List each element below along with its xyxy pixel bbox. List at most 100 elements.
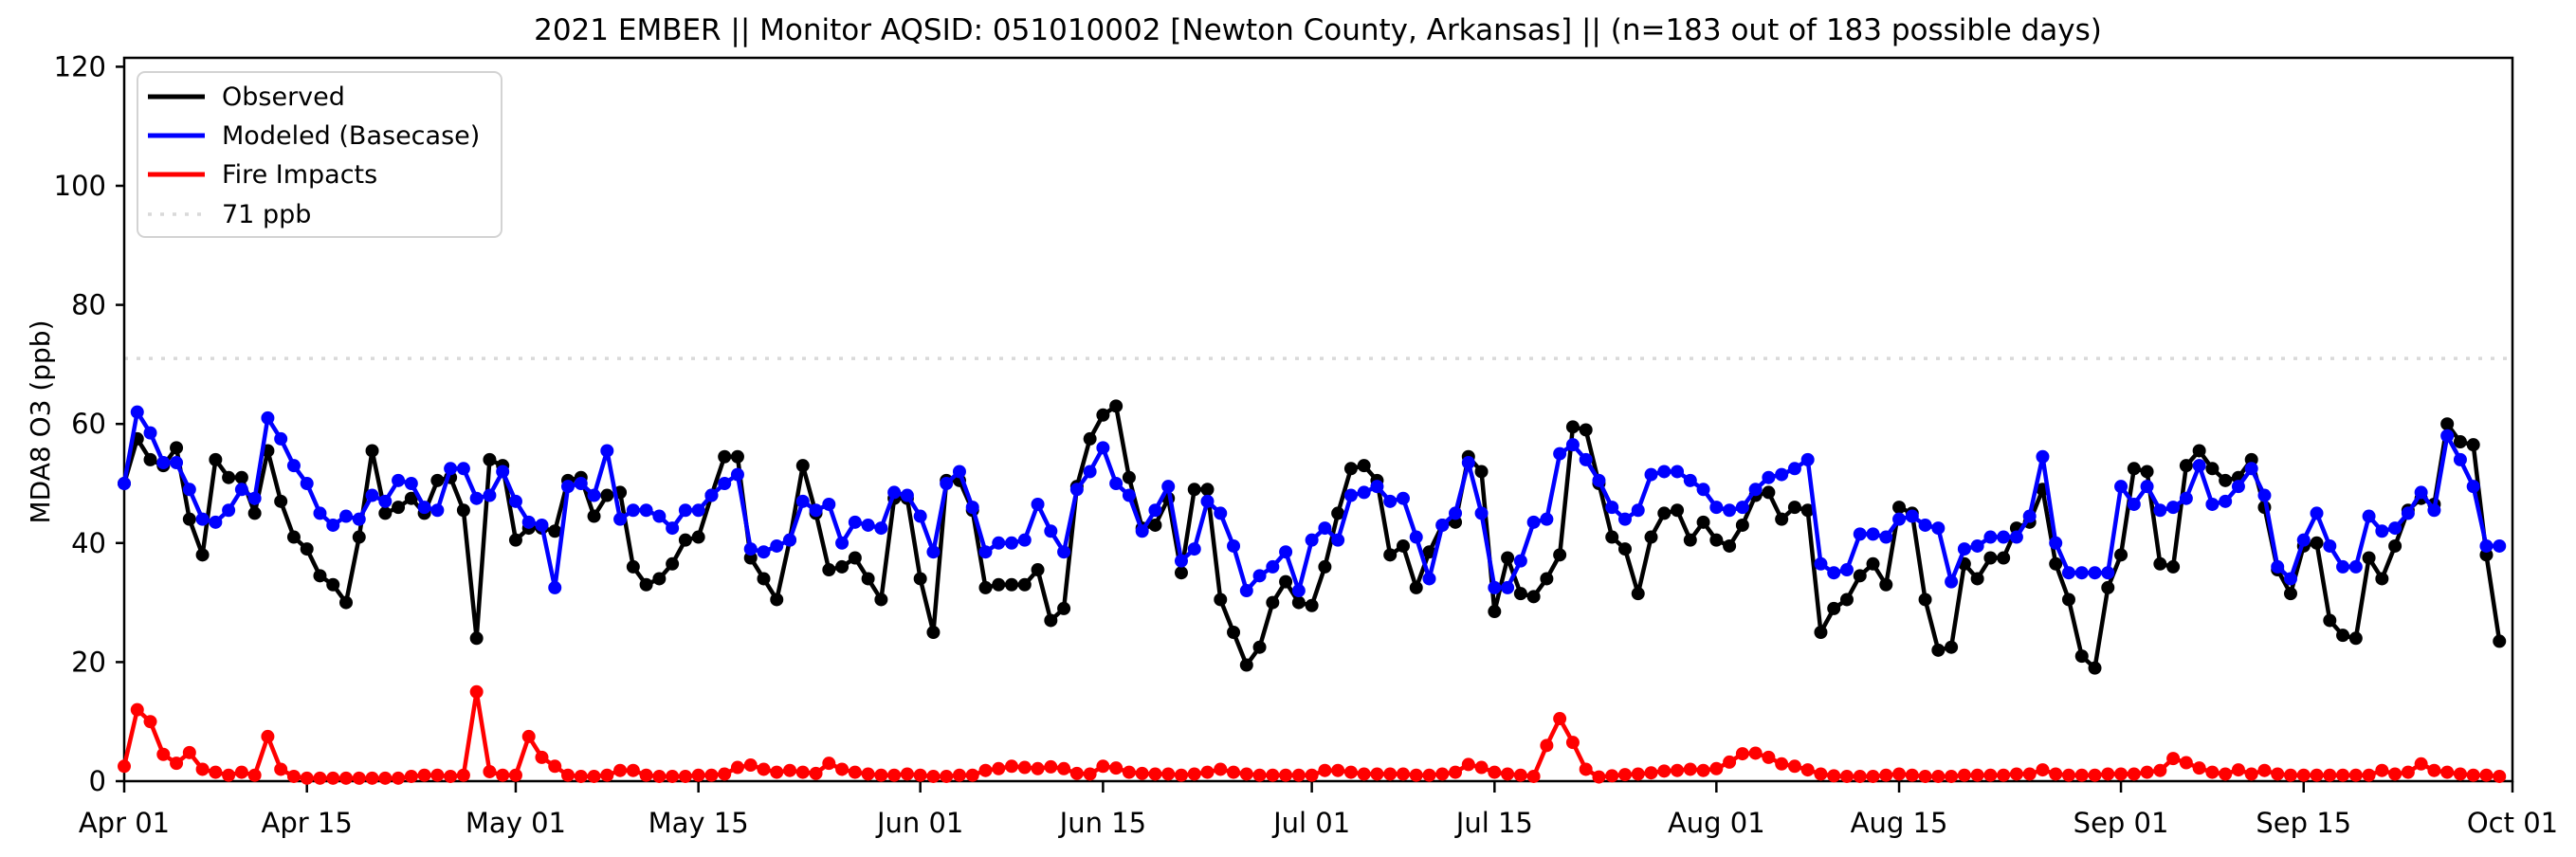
data-point: [1775, 757, 1789, 771]
data-point: [1631, 503, 1645, 518]
data-point: [209, 765, 223, 779]
data-point: [1305, 768, 1319, 782]
data-point: [835, 559, 850, 574]
y-tick-label: 40: [71, 527, 106, 559]
data-point: [770, 765, 784, 779]
data-point: [1775, 467, 1789, 482]
data-point: [339, 595, 354, 610]
data-point: [1174, 768, 1188, 782]
data-point: [587, 488, 601, 502]
data-point: [1787, 759, 1801, 774]
data-point: [1945, 574, 1959, 589]
data-point: [2323, 768, 2337, 782]
data-point: [2114, 767, 2128, 781]
data-point: [508, 533, 522, 547]
x-tick-label: May 15: [649, 807, 749, 839]
data-point: [978, 763, 993, 777]
data-point: [1031, 761, 1045, 775]
y-tick-label: 60: [71, 408, 106, 440]
data-point: [2479, 768, 2494, 782]
data-point: [1148, 767, 1162, 781]
data-point: [992, 536, 1006, 550]
data-point: [1513, 768, 1527, 782]
data-point: [1148, 503, 1162, 518]
data-point: [1187, 483, 1201, 497]
data-point: [1435, 518, 1450, 532]
data-point: [1227, 765, 1241, 779]
data-point: [1279, 768, 1293, 782]
data-point: [1266, 559, 1280, 574]
legend-label-modeled-basecase: Modeled (Basecase): [222, 121, 480, 151]
data-point: [444, 462, 458, 476]
data-point: [222, 503, 236, 518]
data-point: [2348, 559, 2363, 574]
x-tick-label: Aug 15: [1851, 807, 1948, 839]
data-point: [1617, 542, 1632, 556]
data-point: [2074, 649, 2089, 664]
data-point: [130, 702, 144, 717]
data-point: [730, 449, 744, 464]
data-point: [2296, 768, 2311, 782]
data-point: [587, 509, 601, 523]
data-point: [1214, 593, 1228, 607]
data-point: [978, 545, 993, 559]
data-point: [1239, 658, 1253, 672]
data-point: [1239, 584, 1253, 598]
data-point: [1683, 533, 1697, 547]
x-tick-label: Oct 01: [2467, 807, 2558, 839]
data-point: [848, 551, 862, 565]
data-point: [704, 488, 719, 502]
data-point: [2231, 480, 2245, 494]
data-point: [600, 488, 614, 502]
data-point: [456, 768, 470, 782]
data-point: [1383, 548, 1398, 562]
data-point: [1918, 593, 1932, 607]
data-point: [1122, 488, 1136, 502]
data-point: [247, 491, 262, 505]
data-point: [1762, 750, 1776, 764]
data-point: [1931, 521, 1946, 536]
x-tick-label: Apr 15: [262, 807, 353, 839]
data-point: [887, 768, 902, 782]
data-point: [1748, 483, 1763, 497]
data-point: [2114, 548, 2128, 562]
x-tick-label: Sep 15: [2256, 807, 2351, 839]
data-point: [652, 509, 667, 523]
data-point: [1671, 465, 1685, 479]
data-point: [1214, 506, 1228, 520]
data-point: [2101, 767, 2115, 781]
data-point: [926, 545, 941, 559]
data-point: [1565, 420, 1580, 434]
data-point: [2257, 763, 2272, 777]
data-point: [613, 512, 628, 526]
data-point: [2401, 765, 2415, 779]
data-point: [1671, 503, 1685, 518]
data-point: [2362, 551, 2376, 565]
data-point: [1565, 438, 1580, 452]
data-point: [1853, 527, 1867, 541]
data-point: [861, 518, 875, 532]
data-point: [352, 512, 366, 526]
data-point: [430, 503, 445, 518]
data-point: [1187, 767, 1201, 781]
data-point: [2088, 566, 2102, 580]
x-tick-label: Jul 01: [1271, 807, 1350, 839]
data-point: [1069, 766, 1084, 780]
data-point: [1827, 769, 1841, 783]
data-point: [118, 759, 131, 774]
x-tick-label: May 01: [466, 807, 566, 839]
data-point: [1905, 768, 1919, 782]
data-point: [1474, 465, 1489, 479]
data-point: [1709, 533, 1724, 547]
data-point: [2244, 462, 2258, 476]
data-point: [1096, 759, 1110, 774]
y-tick-label: 100: [54, 170, 106, 202]
data-point: [678, 533, 692, 547]
data-point: [1918, 518, 1932, 532]
plot-area: 0 20 40 60 80 100 120 Apr 01 Apr 15 May 01 May 15 J…: [54, 50, 2558, 839]
data-point: [1474, 506, 1489, 520]
data-point: [1174, 554, 1188, 568]
data-point: [2466, 480, 2480, 494]
data-point: [1148, 518, 1162, 532]
